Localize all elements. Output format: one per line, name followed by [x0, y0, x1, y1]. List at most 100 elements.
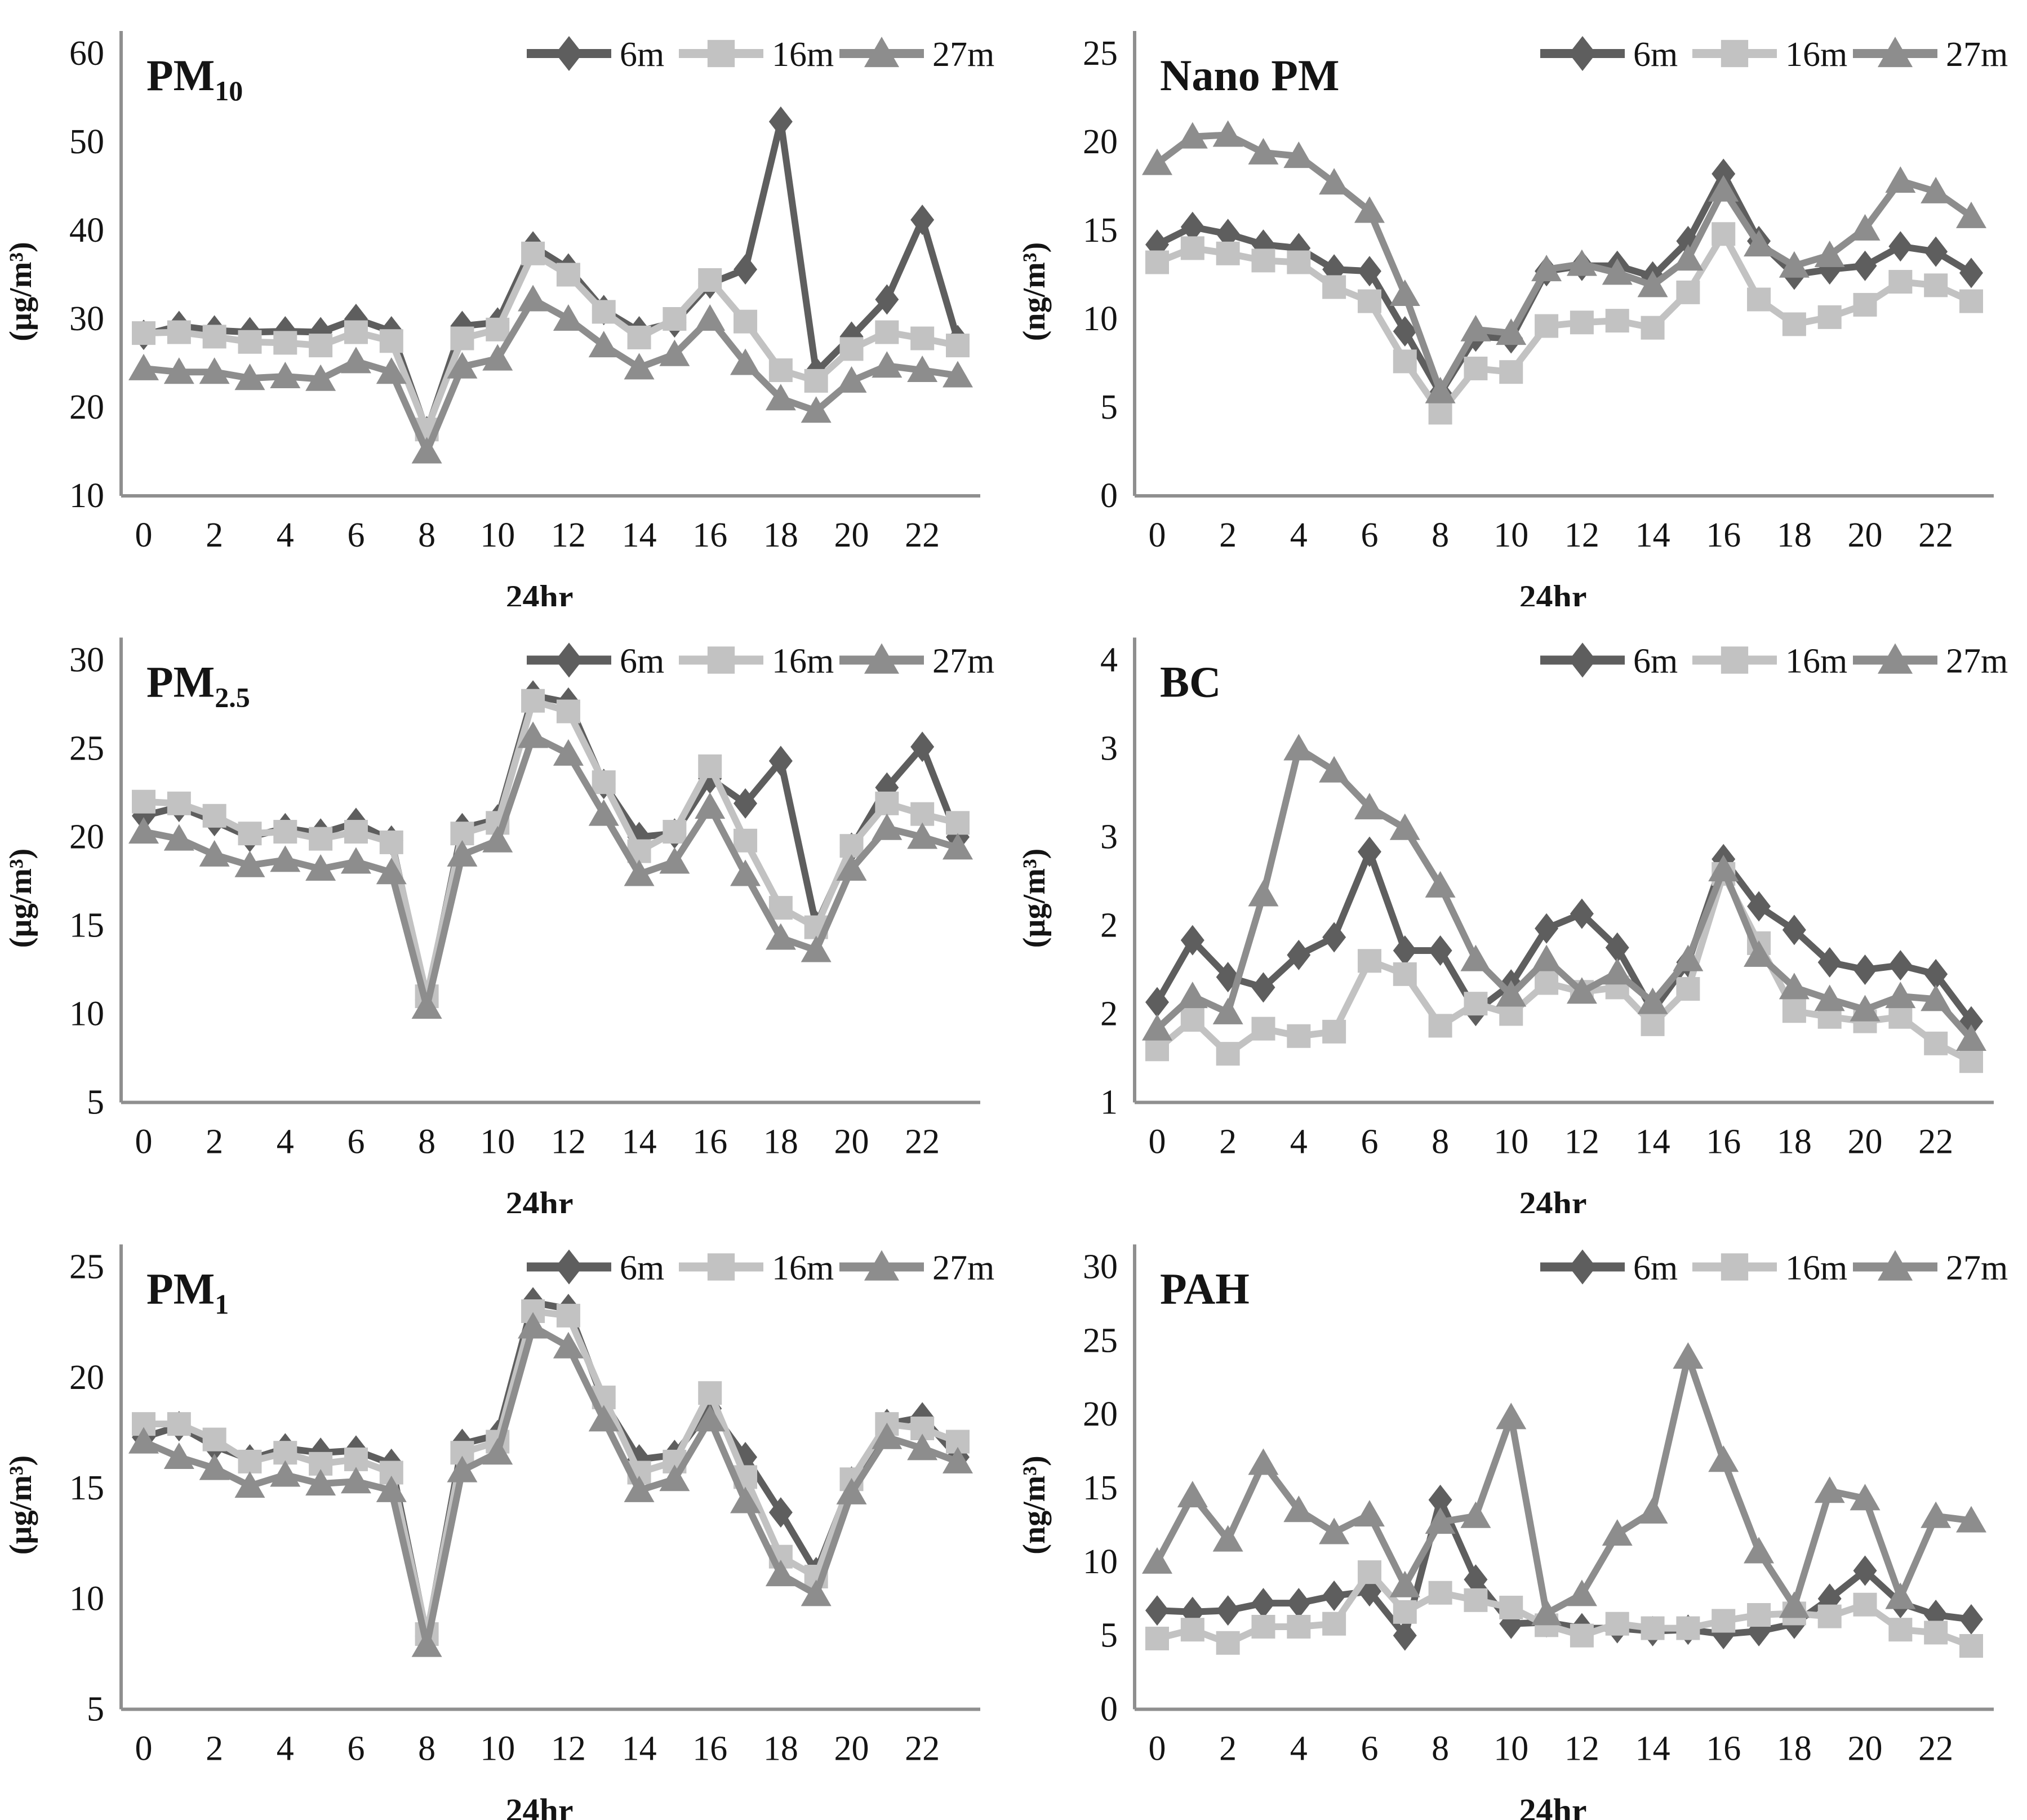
- triangle-marker: [482, 344, 513, 371]
- triangle-marker: [872, 351, 903, 378]
- y-tick-label: 10: [1083, 300, 1118, 338]
- square-marker: [556, 1303, 580, 1328]
- triangle-marker: [1779, 251, 1810, 278]
- triangle-marker: [305, 854, 336, 881]
- triangle-marker: [411, 992, 442, 1019]
- diamond-marker: [1959, 258, 1983, 288]
- square-marker: [1721, 646, 1749, 674]
- triangle-marker: [128, 1427, 159, 1454]
- triangle-marker: [730, 1486, 761, 1513]
- square-marker: [1570, 1623, 1594, 1648]
- x-tick-label: 18: [1777, 516, 1812, 554]
- y-tick-label: 20: [69, 818, 104, 856]
- square-marker: [486, 317, 510, 341]
- triangle-marker: [1319, 168, 1350, 195]
- square-marker: [1499, 360, 1523, 384]
- x-tick-label: 0: [135, 516, 153, 554]
- diamond-marker: [1782, 915, 1806, 945]
- square-marker: [698, 1381, 722, 1405]
- chart-panel-pm10: 60 50 40 30 20 10 0 2 4 6 8 10 12 14 16 18 20 22 24hr (µg/m…: [0, 0, 1014, 606]
- pah-chart: 30 25 20 15 10 5 00 2 4 6 8 10 12 14 16 18 20 22 24hr (ng/m…: [1017, 1244, 2008, 1820]
- x-tick-label: 18: [1777, 1123, 1812, 1161]
- triangle-marker: [624, 353, 655, 380]
- y-tick-label: 40: [69, 211, 104, 250]
- triangle-marker: [1877, 643, 1913, 674]
- diamond-marker: [1393, 1620, 1417, 1651]
- triangle-marker: [163, 1442, 194, 1470]
- series-line-27m: [140, 1323, 961, 1649]
- triangle-marker: [730, 348, 761, 375]
- square-marker: [450, 326, 474, 350]
- triangle-marker: [447, 352, 478, 379]
- square-marker: [1853, 1592, 1877, 1617]
- y-tick-label: 10: [1083, 1543, 1118, 1581]
- triangle-marker: [1956, 1506, 1986, 1533]
- diamond-marker: [768, 745, 793, 776]
- square-marker: [1393, 1600, 1417, 1624]
- series-16m: [132, 241, 970, 442]
- series-16m: [1145, 222, 1983, 425]
- y-tick-label: 25: [69, 1248, 104, 1286]
- x-tick-label: 6: [347, 516, 364, 554]
- x-tick-label: 0: [135, 1123, 153, 1161]
- x-tick-labels: 0 2 4 6 8 10 12 14 16 18 20 22: [1149, 1123, 1954, 1161]
- x-tick-label: 6: [1361, 1730, 1378, 1768]
- y-tick-label: 10: [69, 995, 104, 1033]
- diamond-marker: [1853, 955, 1877, 985]
- series-line-6m: [140, 1299, 961, 1640]
- square-marker: [1180, 236, 1204, 260]
- square-marker: [1535, 971, 1559, 995]
- triangle-marker: [1460, 1501, 1491, 1528]
- triangle-marker: [340, 1467, 371, 1494]
- legend-label: 6m: [620, 1249, 664, 1288]
- x-tick-label: 8: [418, 1730, 435, 1768]
- square-marker: [1357, 1560, 1381, 1584]
- series-line-6m: [1154, 848, 1975, 1025]
- diamond-marker: [1216, 1595, 1240, 1626]
- x-tick-label: 16: [692, 1123, 727, 1161]
- series-line-27m: [1154, 745, 1975, 1042]
- triangle-marker: [1177, 1481, 1208, 1508]
- y-tick-label: 15: [69, 907, 104, 945]
- square-marker: [910, 326, 935, 350]
- diamond-marker: [1145, 1595, 1169, 1626]
- triangle-marker: [1885, 1582, 1916, 1609]
- series-line-16m: [140, 1308, 961, 1638]
- x-axis-title: 24hr: [1519, 1792, 1587, 1820]
- square-marker: [1888, 270, 1913, 294]
- square-marker: [1888, 1618, 1913, 1642]
- series-line-6m: [1154, 170, 1975, 397]
- x-tick-label: 2: [206, 1730, 223, 1768]
- x-tick-label: 8: [1432, 1123, 1449, 1161]
- diamond-marker: [1428, 935, 1452, 966]
- x-tick-label: 10: [480, 1123, 515, 1161]
- x-tick-label: 8: [418, 516, 435, 554]
- square-marker: [1676, 1616, 1700, 1640]
- triangle-marker: [1531, 255, 1562, 282]
- triangle-marker: [943, 1446, 973, 1473]
- square-marker: [1924, 273, 1948, 298]
- square-marker: [1464, 1588, 1488, 1612]
- diamond-marker: [1322, 922, 1346, 953]
- triangle-marker: [872, 813, 903, 840]
- triangle-marker: [624, 859, 655, 886]
- diamond-marker: [1888, 231, 1913, 262]
- triangle-marker: [1566, 249, 1597, 276]
- square-marker: [698, 268, 722, 292]
- triangle-marker: [1850, 1484, 1881, 1511]
- y-tick-label: 0: [1100, 477, 1118, 515]
- x-tick-label: 22: [905, 516, 940, 554]
- legend-label: 16m: [1785, 35, 1847, 74]
- x-tick-label: 20: [1848, 1730, 1883, 1768]
- x-tick-label: 22: [1918, 516, 1953, 554]
- triangle-marker: [1248, 137, 1279, 165]
- diamond-marker: [555, 642, 583, 678]
- triangle-marker: [1673, 244, 1704, 271]
- square-marker: [132, 789, 155, 814]
- y-tick-label: 25: [69, 730, 104, 768]
- square-marker: [1959, 289, 1983, 313]
- triangle-marker: [659, 847, 690, 874]
- triangle-marker: [305, 1469, 336, 1496]
- x-tick-label: 4: [277, 1123, 294, 1161]
- triangle-marker: [1814, 1476, 1845, 1503]
